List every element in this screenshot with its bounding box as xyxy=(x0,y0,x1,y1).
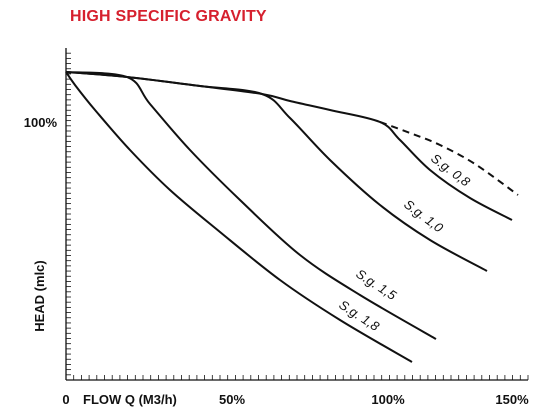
chart-title: HIGH SPECIFIC GRAVITY xyxy=(70,8,267,25)
curve-annotation-s-g-1-8: S.g. 1,8 xyxy=(336,297,382,334)
curve-dashed-s-g-0-8 xyxy=(379,121,519,196)
x-tick-label: 150% xyxy=(495,392,529,407)
curve-s-g-1-8 xyxy=(65,71,413,363)
curve-s-g-0-8 xyxy=(65,71,513,221)
x-tick-label: 100% xyxy=(371,392,405,407)
curve-s-g-1-5 xyxy=(65,71,437,340)
tick-marks xyxy=(66,52,529,380)
curve-annotation-s-g-1-5: S.g. 1,5 xyxy=(353,266,399,303)
curves xyxy=(65,71,519,363)
x-tick-label: 0 xyxy=(62,392,69,407)
curve-annotation-s-g-1-0: S.g. 1,0 xyxy=(401,196,446,235)
x-tick-label: 50% xyxy=(219,392,245,407)
labels: 0 50% 100% 150% FLOW Q (M3/h) 100% HEAD (mlc) S… xyxy=(24,115,529,407)
y-axis-title: HEAD (mlc) xyxy=(32,260,47,332)
curve-s-g-1-0 xyxy=(65,71,488,272)
y-tick-label: 100% xyxy=(24,115,58,130)
axes xyxy=(65,48,528,381)
curve-annotation-s-g-0-8: S.g. 0,8 xyxy=(428,150,473,189)
x-axis-title: FLOW Q (M3/h) xyxy=(83,392,177,407)
